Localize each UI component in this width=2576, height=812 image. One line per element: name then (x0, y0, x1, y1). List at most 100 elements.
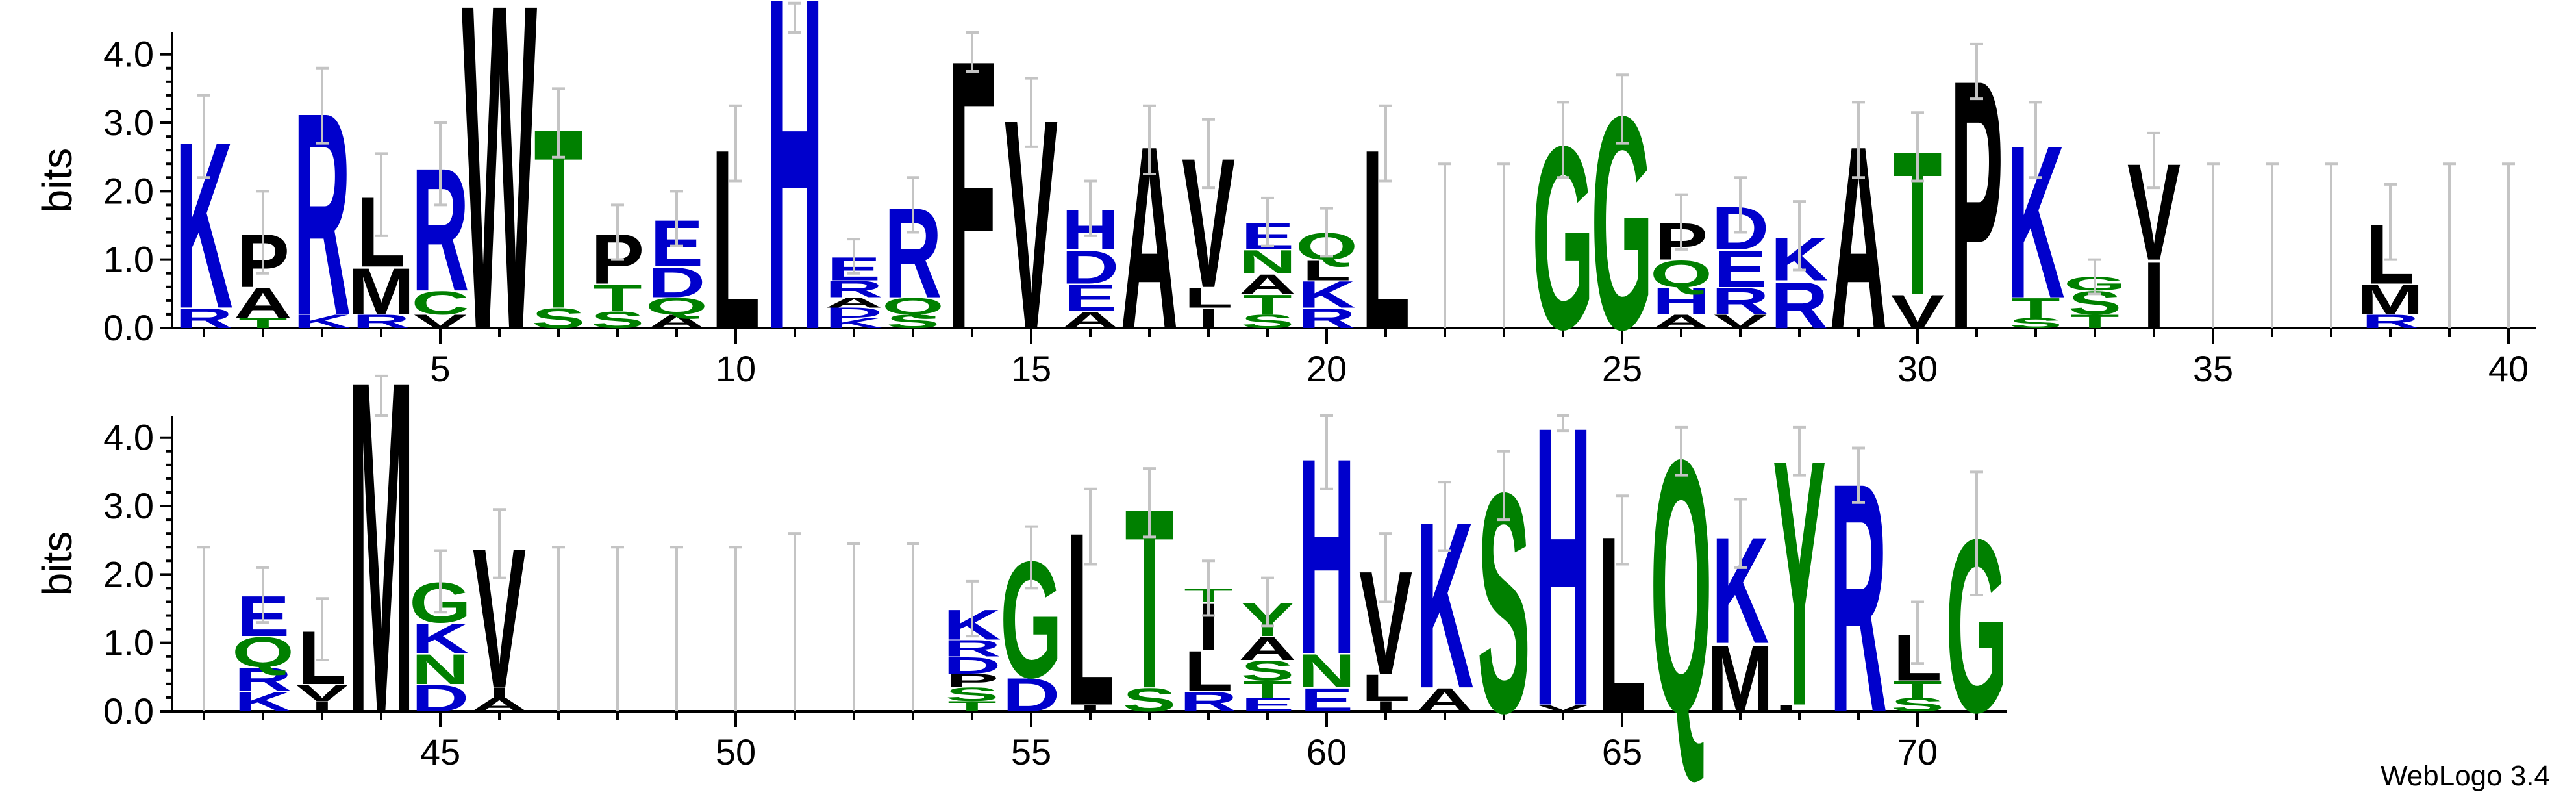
logo-letter-S: S (945, 684, 999, 705)
y-axis-title: bits (34, 531, 81, 596)
logo-letter-R: R (1180, 685, 1238, 717)
x-tick-label: 10 (716, 348, 756, 389)
logo-letter-T: T (2011, 292, 2060, 324)
x-tick-label: 35 (2193, 348, 2233, 389)
logo-letter-T: T (2070, 311, 2119, 333)
logo-letter-R: R (175, 302, 233, 334)
logo-letter-H: H (1653, 281, 1710, 323)
logo-letter-V: V (1536, 703, 1590, 713)
logo-letter-N: N (1239, 244, 1297, 281)
logo-letter-I: I (1197, 302, 1219, 334)
logo-letter-V: V (295, 680, 349, 707)
logo-letter-K: K (234, 685, 292, 717)
y-axis-title: bits (34, 148, 81, 213)
logo-letter-H: H (766, 0, 824, 429)
y-tick-label: 2.0 (103, 170, 154, 211)
logo-letter-M: M (348, 282, 415, 812)
logo-letter-Q: Q (645, 293, 708, 320)
logo-letter-L: L (1302, 254, 1351, 286)
x-tick-label: 65 (1602, 731, 1642, 772)
y-tick-label: 4.0 (103, 34, 154, 75)
logo-letter-N: N (412, 646, 469, 693)
logo-letter-T: T (238, 315, 287, 331)
logo-letter-Q: Q (232, 628, 294, 676)
logo-letter-E: E (1241, 694, 1294, 716)
logo-letter-A: A (1239, 268, 1297, 299)
logo-letter-R: R (825, 276, 883, 303)
logo-letter-L: L (1184, 639, 1232, 704)
logo-letter-E: E (1064, 277, 1117, 319)
y-tick-label: 2.0 (103, 553, 154, 594)
y-tick-label: 3.0 (103, 485, 154, 526)
weblogo-credit: WebLogo 3.4 (2381, 760, 2550, 792)
x-tick-label: 60 (1307, 731, 1347, 772)
x-tick-label: 40 (2488, 348, 2529, 389)
logo-letter-S: S (532, 302, 585, 334)
logo-letter-R: R (1298, 302, 1356, 334)
logo-letter-A: A (825, 295, 883, 311)
logo-letter-M: M (2357, 276, 2424, 324)
logo-letter-Q: Q (1650, 253, 1712, 296)
x-tick-label: 45 (420, 731, 460, 772)
logo-letter-A: A (1416, 681, 1474, 718)
logo-letter-K: K (1298, 273, 1356, 316)
y-tick-label: 0.0 (103, 691, 154, 731)
x-tick-label: 70 (1897, 731, 1938, 772)
logo-letter-D: D (1062, 241, 1119, 294)
logo-letter-I: I (1079, 703, 1101, 713)
logo-letter-D: D (648, 259, 706, 306)
logo-letter-T: T (1243, 288, 1292, 320)
logo-letter-S: S (1241, 655, 1294, 687)
logo-letter-S: S (1123, 681, 1176, 718)
logo-letter-R: R (234, 661, 292, 698)
logo-letter-P: P (945, 670, 999, 692)
logo-letter-C: C (412, 285, 469, 322)
logo-letter-W: W (462, 0, 538, 427)
logo-letter-V: V (1714, 311, 1768, 333)
logo-letter-S: S (1241, 311, 1294, 333)
logo-letter-K: K (294, 311, 351, 333)
logo-letter-M: M (1707, 626, 1774, 731)
y-tick-label: 1.0 (103, 622, 154, 663)
x-tick-label: 55 (1011, 731, 1051, 772)
logo-letter-D: D (825, 305, 883, 321)
logo-letter-A: A (1653, 311, 1710, 333)
logo-letter-A: A (1062, 307, 1119, 333)
logo-letter-Q: Q (882, 293, 944, 320)
logo-letter-L: L (1184, 282, 1232, 314)
logo-letter-S: S (2009, 315, 2062, 331)
logo-letter-R: R (1712, 281, 1769, 323)
logo-letter-V: V (1891, 285, 1944, 338)
y-tick-label: 0.0 (103, 307, 154, 348)
logo-letter-D: D (412, 678, 469, 720)
logo-letter-V: V (414, 311, 468, 333)
logo-letter-K: K (825, 315, 883, 331)
logo-letter-R: R (1771, 268, 1829, 342)
x-tick-label: 25 (1602, 348, 1642, 389)
x-tick-label: 30 (1897, 348, 1938, 389)
logo-letter-N: N (1298, 644, 1356, 698)
logo-letter-R: R (353, 311, 410, 333)
logo-letter-I: I (2143, 242, 2165, 348)
logo-letter-H: H (1534, 343, 1592, 789)
logo-letter-D: D (1003, 668, 1060, 722)
logo-letter-E: E (1714, 240, 1767, 299)
logo-letter-M: M (348, 254, 415, 329)
x-tick-label: 50 (716, 731, 756, 772)
logo-letter-T: T (1243, 676, 1292, 703)
x-tick-label: 20 (1307, 348, 1347, 389)
logo-letter-R: R (944, 635, 1001, 662)
logo-letter-I: I (311, 698, 333, 715)
x-tick-label: 15 (1011, 348, 1051, 389)
logo-letter-D: D (944, 652, 1001, 679)
logo-letter-R: R (2362, 311, 2420, 333)
logo-letter-S: S (1891, 694, 1944, 716)
logo-letter-A: A (234, 279, 292, 327)
logo-letter-S: S (591, 307, 644, 333)
logo-letter-A: A (1239, 630, 1297, 667)
logo-letter-L: L (1361, 667, 1410, 709)
y-tick-label: 4.0 (103, 417, 154, 458)
